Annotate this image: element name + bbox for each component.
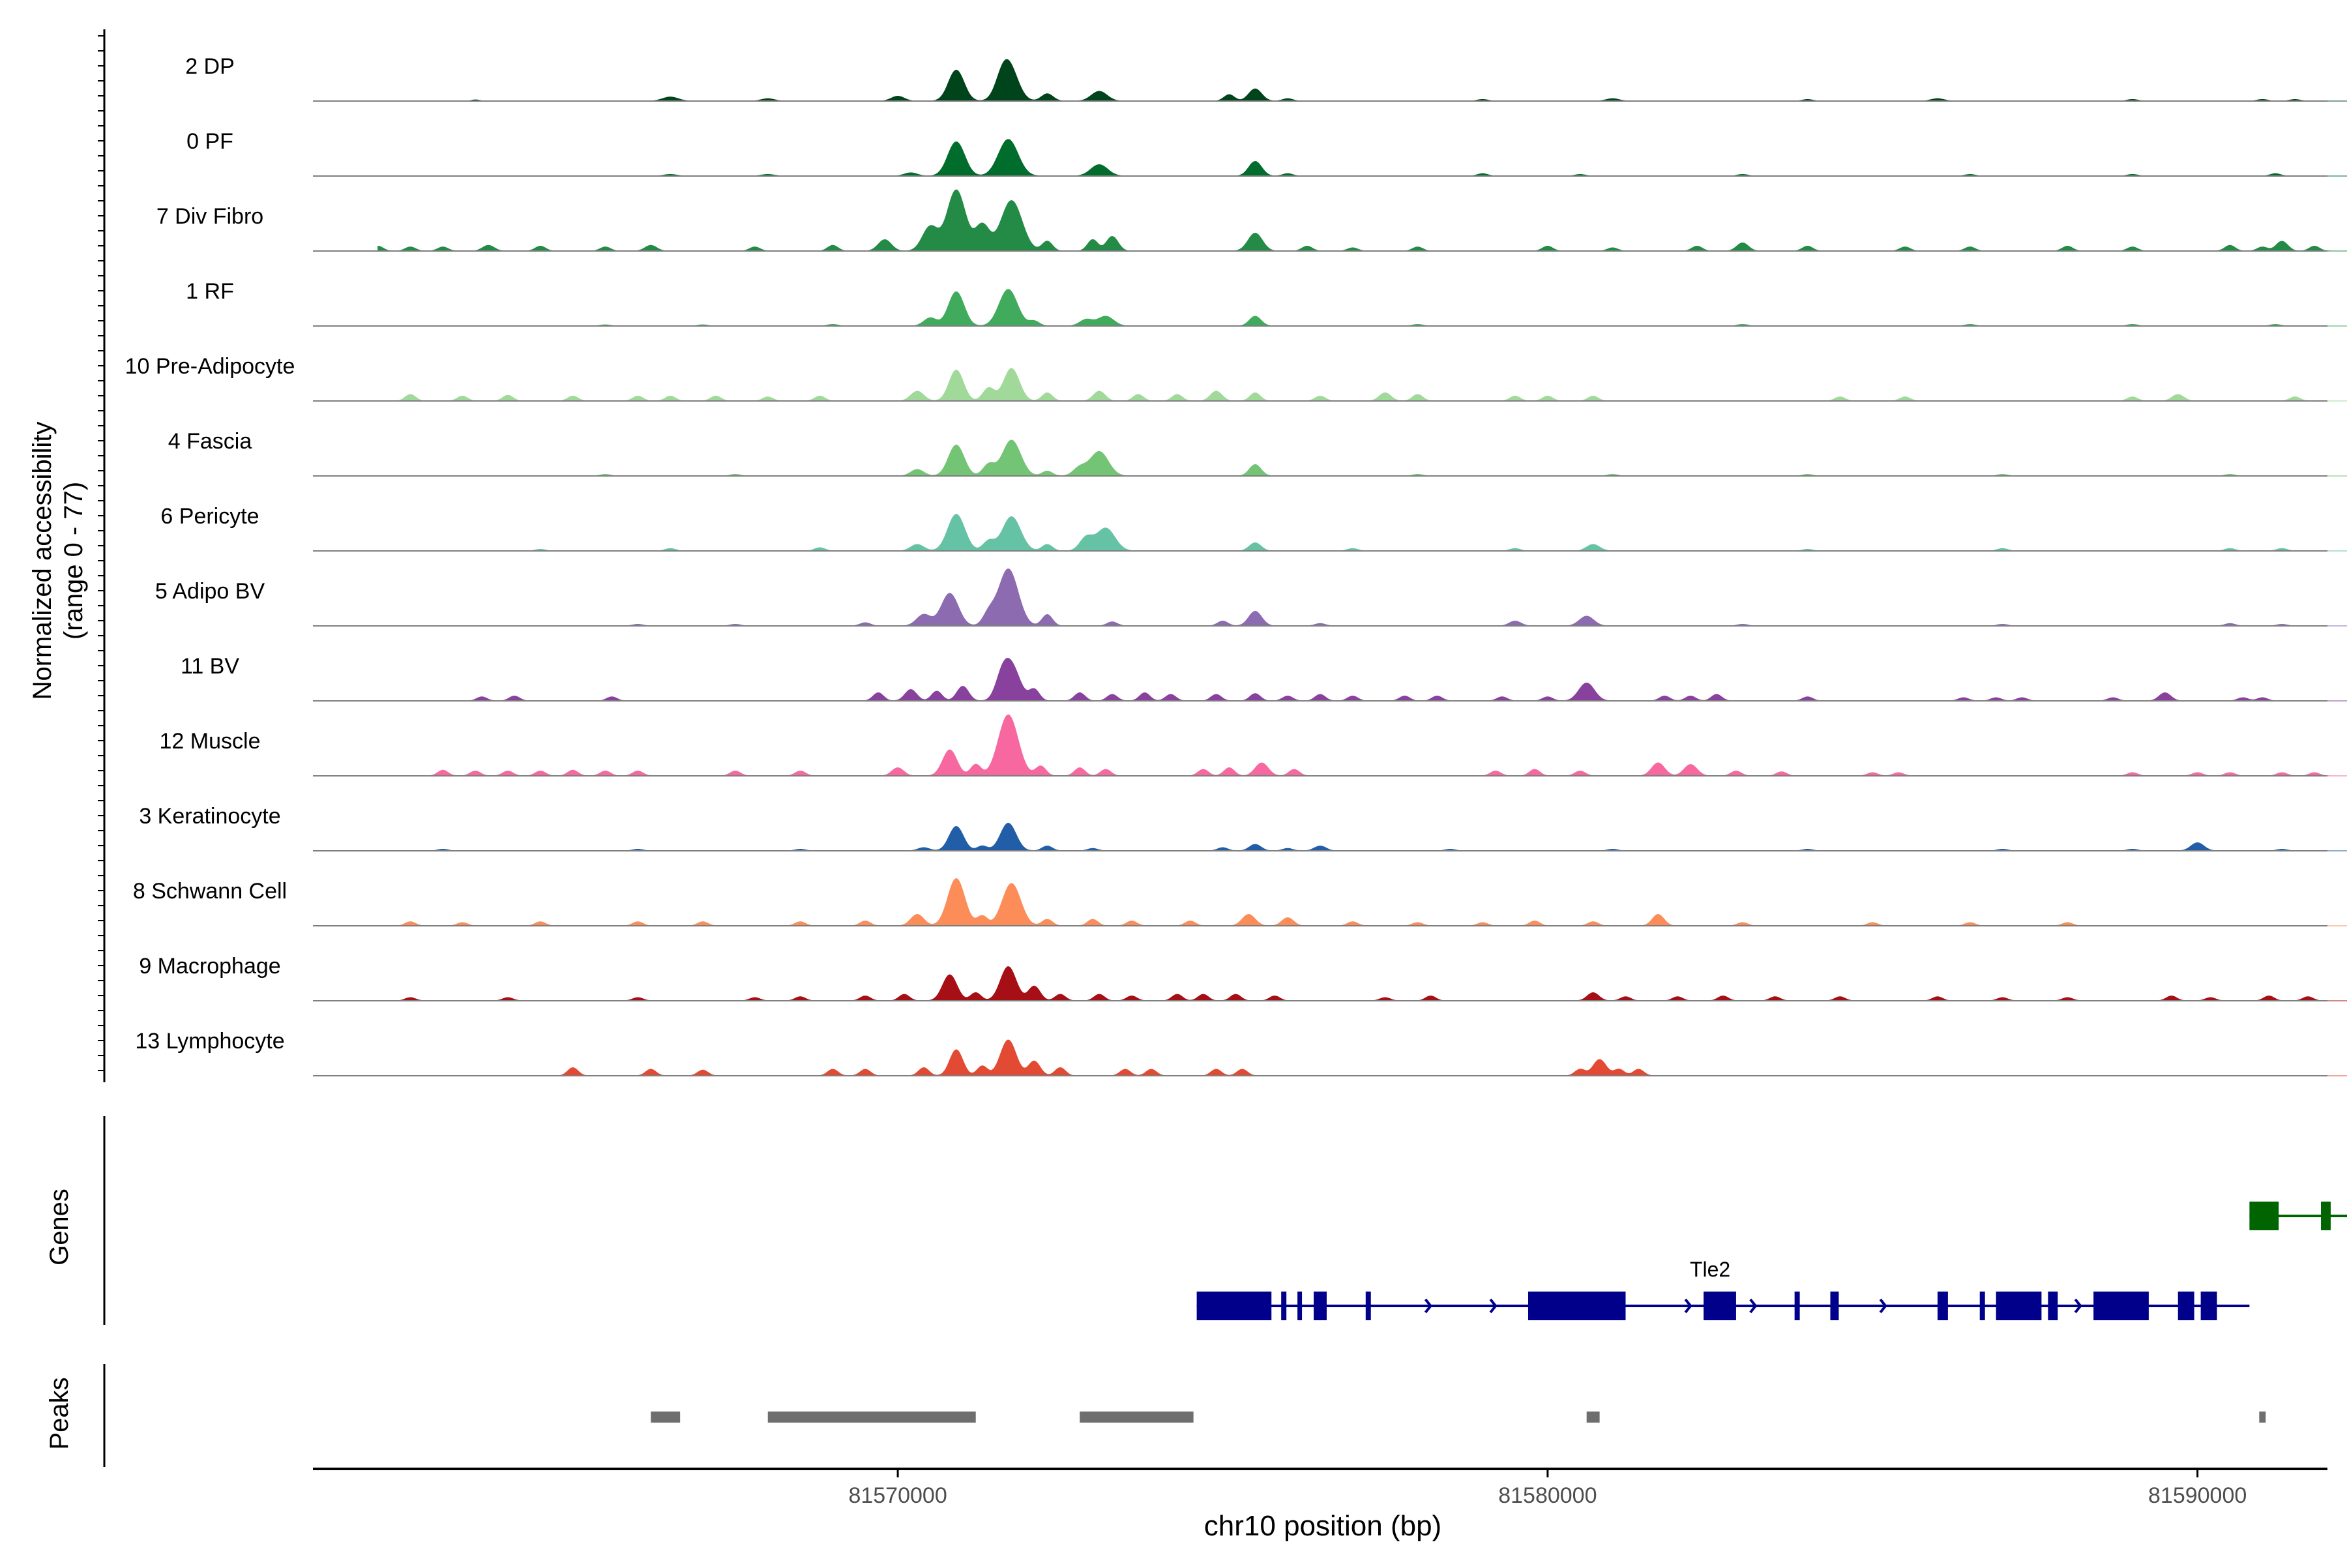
exon-tle2 [1297, 1292, 1303, 1320]
track-4-fascia: 4 Fascia [168, 429, 2347, 477]
x-axis-title: chr10 position (bp) [1204, 1510, 1441, 1542]
track-13-lymphocyte: 13 Lymphocyte [135, 1029, 2347, 1076]
y-axis-title-line1: Normalized accessibility [28, 422, 57, 700]
coverage-area-8-schwann-cell [377, 878, 2347, 926]
x-tick-label: 81590000 [2148, 1483, 2247, 1508]
exon-tle2 [1979, 1292, 1985, 1320]
exon-tle2 [1704, 1292, 1736, 1320]
track-label-10-pre-adipocyte: 10 Pre-Adipocyte [125, 354, 295, 379]
peak-region [2259, 1412, 2266, 1423]
exon-tle2 [1196, 1292, 1272, 1320]
gene-tle2: Tle2 [1196, 1258, 2250, 1320]
peak-region [651, 1412, 681, 1423]
coverage-area-0-pf [377, 139, 2347, 177]
track-label-4-fascia: 4 Fascia [168, 429, 252, 454]
exon-tle2 [1281, 1292, 1287, 1320]
exon-tle2 [2048, 1292, 2058, 1320]
exon-tle2 [1996, 1292, 2042, 1320]
coverage-area-3-keratinocyte [377, 822, 2347, 851]
track-3-keratinocyte: 3 Keratinocyte [139, 804, 2347, 851]
y-axis-title-line2: (range 0 - 77) [59, 482, 88, 640]
peak-region [1080, 1412, 1194, 1423]
peak-regions [651, 1412, 2266, 1423]
track-10-pre-adipocyte: 10 Pre-Adipocyte [125, 354, 2347, 402]
exon-tle2 [1794, 1292, 1800, 1320]
coverage-area-6-pericyte [377, 514, 2347, 552]
genes-panel-label: Genes [45, 1189, 74, 1265]
gene-annotations: Tle6 Tle2 [1196, 1202, 2347, 1320]
coverage-area-7-div-fibro [377, 189, 2347, 252]
x-axis: 81570000 81580000 81590000 [313, 1468, 2327, 1508]
track-label-11-bv: 11 BV [181, 654, 239, 679]
peak-region [1586, 1412, 1600, 1423]
y-axis-title: Normalized accessibility (range 0 - 77) [28, 422, 88, 700]
peaks-panel-label: Peaks [45, 1377, 74, 1449]
exon-tle2 [2200, 1292, 2217, 1320]
track-0-pf: 0 PF [186, 129, 2347, 177]
track-label-13-lymphocyte: 13 Lymphocyte [135, 1029, 284, 1054]
track-2-dp: 2 DP [185, 54, 2347, 102]
exon-tle2 [1314, 1292, 1327, 1320]
coverage-area-5-adipo-bv [377, 568, 2347, 627]
track-label-5-adipo-bv: 5 Adipo BV [155, 579, 265, 604]
coverage-area-4-fascia [377, 439, 2347, 477]
coverage-area-9-macrophage [377, 966, 2347, 1001]
track-9-macrophage: 9 Macrophage [139, 954, 2347, 1001]
track-label-1-rf: 1 RF [186, 279, 234, 304]
coverage-area-10-pre-adipocyte [377, 368, 2347, 402]
coverage-tracks: 2 DP 0 PF 7 Div Fibro 1 RF 10 Pre-Adipocyte 4… [125, 54, 2347, 1076]
track-6-pericyte: 6 Pericyte [160, 504, 2347, 552]
strand-arrow-icon [1749, 1298, 1758, 1314]
coverage-area-12-muscle [377, 714, 2347, 777]
track-label-0-pf: 0 PF [186, 129, 233, 154]
strand-arrow-icon [2074, 1298, 2082, 1314]
track-label-2-dp: 2 DP [185, 54, 235, 79]
strand-arrow-icon [1879, 1298, 1887, 1314]
coverage-area-1-rf [377, 289, 2347, 327]
track-11-bv: 11 BV [181, 654, 2347, 702]
track-label-9-macrophage: 9 Macrophage [139, 954, 280, 979]
track-5-adipo-bv: 5 Adipo BV [155, 568, 2347, 627]
exon-tle2 [1528, 1292, 1626, 1320]
track-label-8-schwann-cell: 8 Schwann Cell [133, 879, 287, 904]
track-8-schwann-cell: 8 Schwann Cell [133, 878, 2347, 926]
exon-tle6 [2249, 1202, 2279, 1230]
exon-tle2 [2177, 1292, 2194, 1320]
track-label-7-div-fibro: 7 Div Fibro [156, 204, 263, 229]
coverage-area-13-lymphocyte [377, 1039, 2347, 1076]
exon-tle2 [2093, 1292, 2149, 1320]
track-label-12-muscle: 12 Muscle [160, 729, 261, 754]
strand-arrow-icon [1684, 1298, 1692, 1314]
track-12-muscle: 12 Muscle [160, 714, 2347, 777]
strand-arrow-icon [1424, 1298, 1433, 1314]
exon-tle2 [1365, 1292, 1371, 1320]
exon-tle2 [1937, 1292, 1948, 1320]
exon-tle2 [1830, 1292, 1839, 1320]
x-tick-label: 81570000 [848, 1483, 947, 1508]
strand-arrow-icon [1489, 1298, 1498, 1314]
y-axis-lines [98, 29, 106, 1467]
gene-tle6: Tle6 [2249, 1202, 2347, 1230]
gene-label-tle2: Tle2 [1690, 1258, 1730, 1281]
x-tick-label: 81580000 [1498, 1483, 1597, 1508]
track-7-div-fibro: 7 Div Fibro [156, 189, 2347, 252]
track-label-6-pericyte: 6 Pericyte [160, 504, 259, 529]
track-label-3-keratinocyte: 3 Keratinocyte [139, 804, 280, 829]
exon-tle6 [2321, 1202, 2331, 1230]
peak-region [767, 1412, 976, 1423]
coverage-area-2-dp [377, 59, 2347, 102]
coverage-area-11-bv [377, 657, 2347, 702]
track-1-rf: 1 RF [186, 279, 2347, 327]
